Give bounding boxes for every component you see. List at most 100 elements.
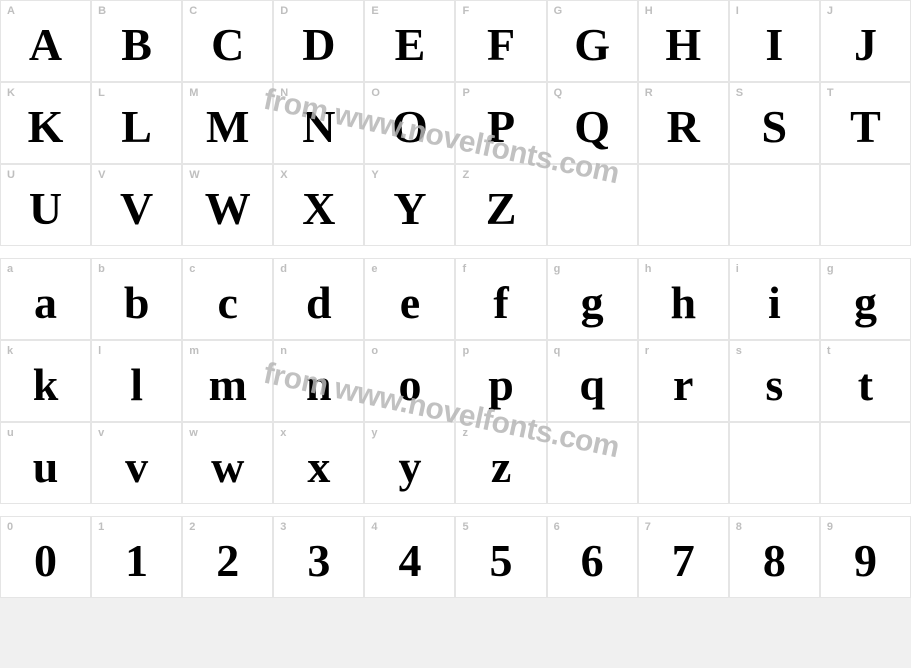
glyph: V [120, 186, 153, 232]
section-gap [0, 246, 911, 258]
glyph-label: w [189, 427, 198, 439]
glyph-label: Q [554, 87, 563, 99]
glyph-cell: ee [364, 258, 455, 340]
glyph-label: 8 [736, 521, 742, 533]
glyph-cell: uu [0, 422, 91, 504]
empty-cell [729, 164, 820, 246]
glyph: e [400, 280, 420, 326]
glyph-cell: YY [364, 164, 455, 246]
glyph-cell: EE [364, 0, 455, 82]
empty-cell [547, 422, 638, 504]
glyph: 6 [581, 538, 604, 584]
empty-cell [729, 422, 820, 504]
glyph-label: e [371, 263, 377, 275]
glyph-label: z [462, 427, 468, 439]
glyph: n [306, 362, 332, 408]
glyph: R [667, 104, 700, 150]
glyph: C [211, 22, 244, 68]
glyph-label: 1 [98, 521, 104, 533]
glyph-label: 3 [280, 521, 286, 533]
glyph-cell: 22 [182, 516, 273, 598]
glyph-cell: OO [364, 82, 455, 164]
glyph: N [302, 104, 335, 150]
section-gap [0, 504, 911, 516]
glyph-cell: QQ [547, 82, 638, 164]
glyph-label: c [189, 263, 195, 275]
glyph: l [130, 362, 143, 408]
glyph-label: V [98, 169, 106, 181]
glyph: h [670, 280, 696, 326]
glyph: o [398, 362, 421, 408]
glyph: 3 [307, 538, 330, 584]
glyph-cell: TT [820, 82, 911, 164]
glyph-cell: CC [182, 0, 273, 82]
glyph: P [487, 104, 515, 150]
glyph-cell: oo [364, 340, 455, 422]
glyph-cell: 99 [820, 516, 911, 598]
glyph-cell: nn [273, 340, 364, 422]
glyph-label: P [462, 87, 470, 99]
glyph-label: A [7, 5, 15, 17]
glyph-label: p [462, 345, 469, 357]
glyph-label: n [280, 345, 287, 357]
glyph-label: I [736, 5, 739, 17]
glyph-label: R [645, 87, 653, 99]
glyph: t [858, 362, 873, 408]
glyph-cell: gg [820, 258, 911, 340]
glyph: L [121, 104, 152, 150]
glyph: y [398, 444, 421, 490]
glyph-label: k [7, 345, 13, 357]
glyph-cell: 00 [0, 516, 91, 598]
glyph-cell: ii [729, 258, 820, 340]
glyph-cell: 77 [638, 516, 729, 598]
glyph: g [581, 280, 604, 326]
glyph-cell: 55 [455, 516, 546, 598]
glyph-label: 5 [462, 521, 468, 533]
glyph: D [302, 22, 335, 68]
glyph-cell: 44 [364, 516, 455, 598]
glyph: s [765, 362, 783, 408]
glyph-label: y [371, 427, 377, 439]
glyph-label: 9 [827, 521, 833, 533]
glyph: T [850, 104, 881, 150]
glyph-cell: qq [547, 340, 638, 422]
glyph: 2 [216, 538, 239, 584]
glyph-cell: ww [182, 422, 273, 504]
glyph-label: U [7, 169, 15, 181]
glyph-cell: 33 [273, 516, 364, 598]
empty-cell [547, 164, 638, 246]
glyph-label: 2 [189, 521, 195, 533]
glyph-cell: gg [547, 258, 638, 340]
glyph-label: 7 [645, 521, 651, 533]
glyph-label: s [736, 345, 742, 357]
glyph: 4 [398, 538, 421, 584]
glyph: X [302, 186, 335, 232]
glyph: J [854, 22, 877, 68]
glyph: z [491, 444, 511, 490]
glyph-cell: RR [638, 82, 729, 164]
glyph-cell: WW [182, 164, 273, 246]
section-lowercase: aabbccddeeffgghhiiggkkllmmnnooppqqrrsstt… [0, 258, 911, 504]
glyph-cell: VV [91, 164, 182, 246]
glyph-label: T [827, 87, 834, 99]
glyph-label: 4 [371, 521, 377, 533]
glyph-cell: mm [182, 340, 273, 422]
glyph-label: r [645, 345, 650, 357]
glyph-label: K [7, 87, 15, 99]
glyph-label: E [371, 5, 379, 17]
glyph: H [665, 22, 701, 68]
glyph-label: q [554, 345, 561, 357]
glyph-label: Y [371, 169, 379, 181]
glyph-cell: BB [91, 0, 182, 82]
glyph: 5 [490, 538, 513, 584]
glyph-label: t [827, 345, 831, 357]
glyph: O [392, 104, 428, 150]
glyph: 9 [854, 538, 877, 584]
glyph-cell: XX [273, 164, 364, 246]
glyph: d [306, 280, 332, 326]
glyph-label: H [645, 5, 653, 17]
glyph-label: h [645, 263, 652, 275]
glyph-label: F [462, 5, 469, 17]
glyph-label: v [98, 427, 104, 439]
glyph: m [209, 362, 247, 408]
